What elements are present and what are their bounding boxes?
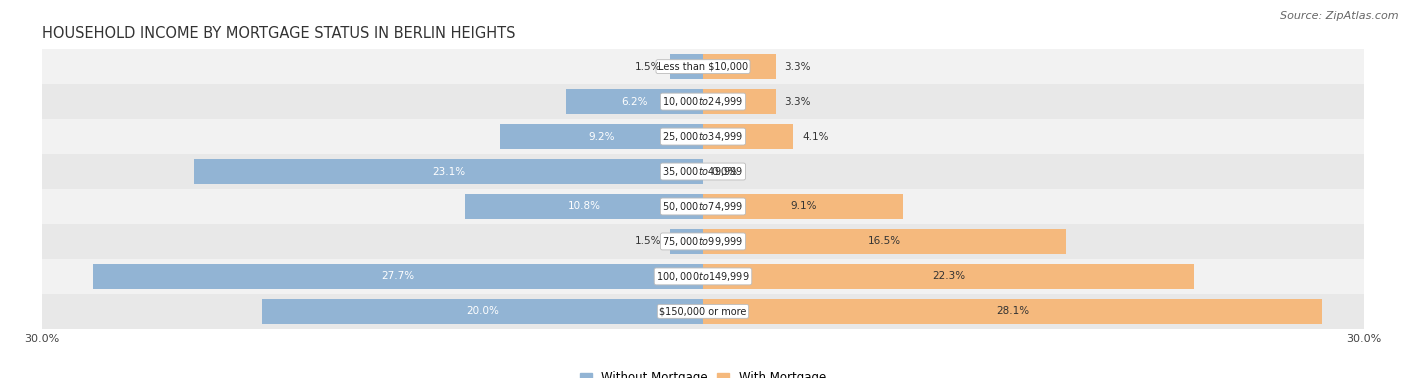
Text: $50,000 to $74,999: $50,000 to $74,999 [662, 200, 744, 213]
Bar [42, 49, 1364, 84]
Bar [703, 264, 1194, 289]
Text: $35,000 to $49,999: $35,000 to $49,999 [662, 165, 744, 178]
Text: $75,000 to $99,999: $75,000 to $99,999 [662, 235, 744, 248]
Text: 16.5%: 16.5% [868, 237, 901, 246]
Bar [465, 194, 703, 219]
Bar [703, 229, 1066, 254]
Text: HOUSEHOLD INCOME BY MORTGAGE STATUS IN BERLIN HEIGHTS: HOUSEHOLD INCOME BY MORTGAGE STATUS IN B… [42, 26, 516, 41]
Text: 1.5%: 1.5% [634, 62, 661, 71]
Text: Source: ZipAtlas.com: Source: ZipAtlas.com [1281, 11, 1399, 21]
Text: $25,000 to $34,999: $25,000 to $34,999 [662, 130, 744, 143]
Bar [669, 229, 703, 254]
Text: Less than $10,000: Less than $10,000 [658, 62, 748, 71]
Bar [703, 89, 776, 114]
Bar [42, 84, 1364, 119]
Text: 0.0%: 0.0% [711, 167, 738, 177]
Text: $10,000 to $24,999: $10,000 to $24,999 [662, 95, 744, 108]
Text: 1.5%: 1.5% [634, 237, 661, 246]
Bar [42, 119, 1364, 154]
Text: 6.2%: 6.2% [621, 97, 648, 107]
Bar [669, 54, 703, 79]
Bar [42, 259, 1364, 294]
Text: 9.2%: 9.2% [589, 132, 614, 141]
Bar [263, 299, 703, 324]
Bar [567, 89, 703, 114]
Text: 4.1%: 4.1% [801, 132, 828, 141]
Text: 20.0%: 20.0% [467, 307, 499, 316]
Text: $100,000 to $149,999: $100,000 to $149,999 [657, 270, 749, 283]
Bar [703, 54, 776, 79]
Text: 10.8%: 10.8% [568, 201, 600, 211]
Bar [703, 194, 904, 219]
Text: 22.3%: 22.3% [932, 271, 965, 281]
Bar [42, 224, 1364, 259]
Bar [93, 264, 703, 289]
Text: 28.1%: 28.1% [995, 307, 1029, 316]
Bar [501, 124, 703, 149]
Legend: Without Mortgage, With Mortgage: Without Mortgage, With Mortgage [581, 372, 825, 378]
Text: 3.3%: 3.3% [785, 62, 811, 71]
Bar [703, 299, 1322, 324]
Bar [194, 159, 703, 184]
Text: 23.1%: 23.1% [432, 167, 465, 177]
Text: 9.1%: 9.1% [790, 201, 817, 211]
Text: $150,000 or more: $150,000 or more [659, 307, 747, 316]
Text: 3.3%: 3.3% [785, 97, 811, 107]
Text: 27.7%: 27.7% [381, 271, 415, 281]
Bar [42, 154, 1364, 189]
Bar [42, 189, 1364, 224]
Bar [703, 124, 793, 149]
Bar [42, 294, 1364, 329]
